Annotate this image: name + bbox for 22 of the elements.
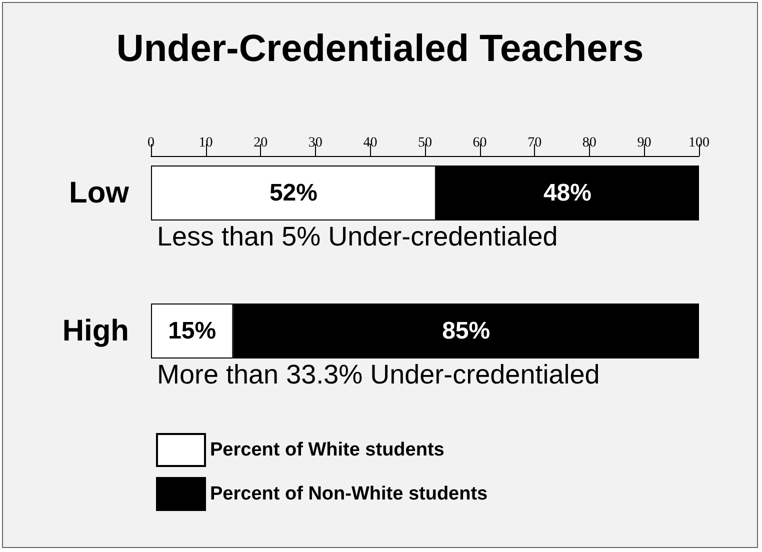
y-tick-label: Low — [69, 176, 130, 210]
legend-label: Percent of Non-White students — [210, 484, 488, 504]
x-tick-label: 40 — [363, 136, 378, 150]
legend-label: Percent of White students — [210, 440, 444, 460]
annotation: Less than 5% Under-credentialed — [157, 222, 558, 252]
data-label: 52% — [269, 180, 318, 206]
x-tick-label: 100 — [688, 136, 710, 150]
x-tick-label: 60 — [472, 136, 487, 150]
x-tick-label: 70 — [528, 136, 542, 150]
x-tick-label: 30 — [308, 136, 322, 150]
data-label: 48% — [543, 180, 592, 206]
data-label: 85% — [442, 318, 490, 344]
data-label: 15% — [168, 318, 216, 344]
x-tick-label: 0 — [148, 136, 154, 150]
x-tick-label: 90 — [637, 136, 652, 150]
x-tick-label: 10 — [198, 136, 213, 150]
annotation: More than 33.3% Under-credentialed — [157, 360, 600, 390]
chart-title: Under-Credentialed Teachers — [116, 28, 644, 70]
x-tick-label: 80 — [582, 136, 596, 150]
x-tick-label: 50 — [418, 136, 432, 150]
y-tick-label: High — [62, 314, 129, 348]
x-tick-label: 20 — [254, 136, 268, 150]
